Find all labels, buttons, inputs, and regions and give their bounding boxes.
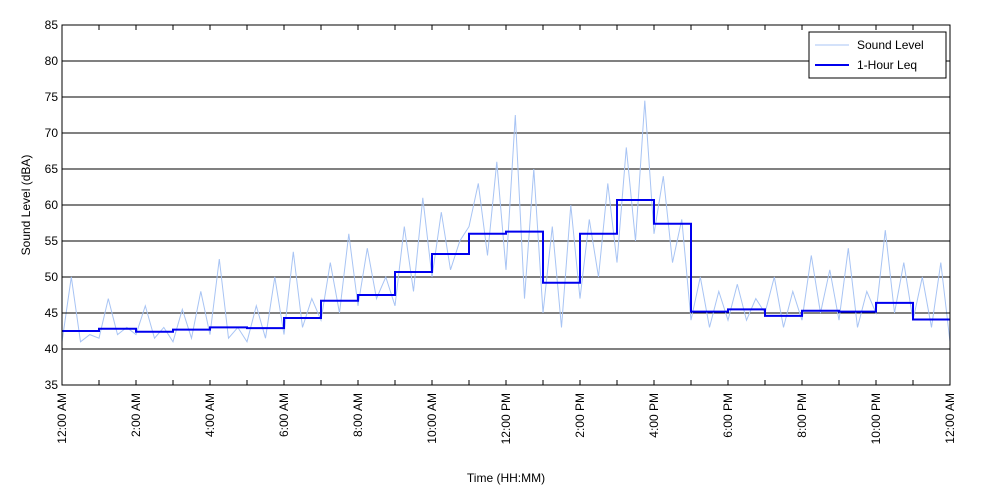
x-tick-label-0: 12:00 AM <box>55 393 69 444</box>
x-tick-label-2: 4:00 AM <box>203 393 217 437</box>
grid-lines <box>62 60 950 350</box>
y-tick-label-85: 85 <box>45 18 59 32</box>
x-axis-title: Time (HH:MM) <box>467 471 545 485</box>
x-tick-label-12: 12:00 AM <box>943 393 957 444</box>
y-tick-label-80: 80 <box>45 54 59 68</box>
y-tick-label-60: 60 <box>45 198 59 212</box>
y-tick-label-70: 70 <box>45 126 59 140</box>
x-tick-label-6: 12:00 PM <box>499 393 513 444</box>
series-line-1-hour-leq <box>62 199 950 333</box>
x-tick-label-9: 6:00 PM <box>721 393 735 438</box>
y-tick-label-50: 50 <box>45 270 59 284</box>
legend: Sound Level 1-Hour Leq <box>808 31 947 79</box>
legend-label-sound-level: Sound Level <box>857 38 924 52</box>
x-tick-label-11: 10:00 PM <box>869 393 883 444</box>
x-tick-label-1: 2:00 AM <box>129 393 143 437</box>
axis-ticks: 35 40 45 50 55 60 65 70 75 80 85 12:00 AM 2:00 AM 4:0… <box>45 18 957 444</box>
y-tick-label-40: 40 <box>45 342 59 356</box>
y-tick-label-45: 45 <box>45 306 59 320</box>
legend-label-1-hour-leq: 1-Hour Leq <box>857 58 917 72</box>
y-tick-label-35: 35 <box>45 378 59 392</box>
x-tick-label-3: 6:00 AM <box>277 393 291 437</box>
legend-box <box>808 31 947 79</box>
y-axis-title: Sound Level (dBA) <box>19 155 33 256</box>
x-tick-label-4: 8:00 AM <box>351 393 365 437</box>
y-tick-label-75: 75 <box>45 90 59 104</box>
x-tick-label-5: 10:00 AM <box>425 393 439 444</box>
y-tick-label-65: 65 <box>45 162 59 176</box>
series-line-sound-level <box>61 100 951 344</box>
x-tick-label-7: 2:00 PM <box>573 393 587 438</box>
x-tick-label-10: 8:00 PM <box>795 393 809 438</box>
series-layer <box>61 100 951 344</box>
y-tick-label-55: 55 <box>45 234 59 248</box>
x-tick-label-8: 4:00 PM <box>647 393 661 438</box>
